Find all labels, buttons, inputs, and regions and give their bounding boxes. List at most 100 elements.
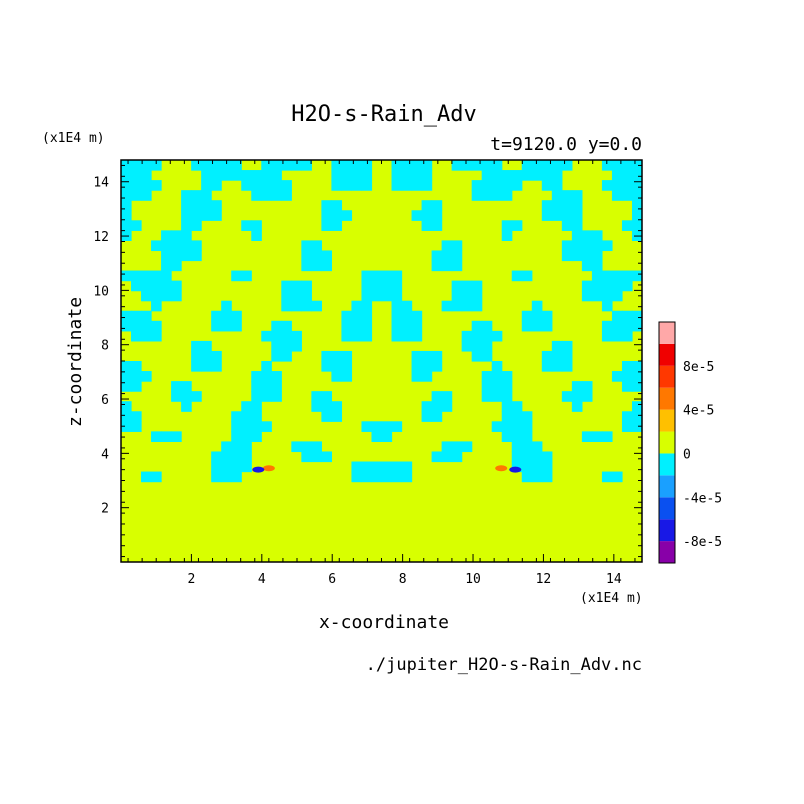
y-tick-label: 10 xyxy=(93,284,109,299)
field-cell xyxy=(331,350,343,362)
feature-mark xyxy=(252,466,265,473)
field-cell xyxy=(501,381,513,392)
field-cell xyxy=(331,371,343,382)
field-cell xyxy=(621,270,633,282)
field-cell xyxy=(601,180,613,191)
field-cell xyxy=(361,160,373,171)
feature-mark xyxy=(262,465,275,472)
field-cell xyxy=(581,391,593,402)
field-cell xyxy=(401,461,413,473)
field-cell xyxy=(631,411,642,422)
field-cell xyxy=(181,250,192,262)
field-cell xyxy=(631,361,642,372)
field-cell xyxy=(441,260,453,272)
field-cell xyxy=(601,300,613,312)
field-cell xyxy=(611,471,623,483)
field-cell xyxy=(541,210,553,221)
field-cell xyxy=(321,401,333,412)
field-cell xyxy=(401,170,413,181)
field-cell xyxy=(121,200,132,211)
field-cell xyxy=(541,170,553,181)
field-cell xyxy=(131,170,142,181)
field-cell xyxy=(121,160,132,171)
field-cell xyxy=(411,371,423,382)
field-cell xyxy=(141,180,152,191)
field-cell xyxy=(611,170,623,181)
field-cell xyxy=(241,170,252,181)
field-cell xyxy=(471,290,483,302)
field-cell xyxy=(501,220,513,231)
feature-mark xyxy=(495,465,508,472)
field-cell xyxy=(391,290,403,302)
field-cell xyxy=(511,411,523,422)
field-cell xyxy=(231,170,242,181)
field-cell xyxy=(141,371,152,382)
field-cell xyxy=(531,170,543,181)
field-cell xyxy=(311,250,322,262)
field-cell xyxy=(621,180,633,191)
field-cell xyxy=(201,170,212,181)
colorbar-swatch xyxy=(659,519,675,542)
field-cell xyxy=(241,180,252,191)
field-cell xyxy=(281,290,292,302)
field-cell xyxy=(251,180,262,191)
field-cell xyxy=(131,160,142,171)
field-cell xyxy=(241,270,252,282)
field-cell xyxy=(281,300,292,312)
field-cell xyxy=(561,210,573,221)
field-cell xyxy=(321,200,333,211)
field-cell xyxy=(251,401,262,412)
field-cell xyxy=(391,180,403,191)
field-cell xyxy=(601,471,613,483)
field-cell xyxy=(471,330,483,342)
colorbar-label: 8e-5 xyxy=(683,360,714,375)
field-cell xyxy=(451,280,463,292)
field-cell xyxy=(531,320,543,332)
field-cell xyxy=(181,401,192,412)
field-cell xyxy=(341,350,353,362)
field-cell xyxy=(261,391,272,402)
field-cell xyxy=(421,170,433,181)
field-cell xyxy=(211,170,222,181)
field-cell xyxy=(461,330,473,342)
field-cell xyxy=(621,361,633,372)
field-cell xyxy=(491,180,503,191)
field-cell xyxy=(431,250,443,262)
field-cell xyxy=(211,160,222,171)
field-cell xyxy=(211,350,222,362)
field-cell xyxy=(161,230,172,241)
field-cell xyxy=(151,270,162,282)
field-cell xyxy=(381,461,393,473)
field-cell xyxy=(291,340,302,352)
field-cell xyxy=(501,401,513,412)
field-cell xyxy=(631,190,642,201)
x-axis-ticks: 2 4 6 8 10 12 14 xyxy=(127,160,636,587)
field-cell xyxy=(571,240,583,252)
field-cell xyxy=(161,431,172,442)
field-cell xyxy=(181,391,192,402)
field-cell xyxy=(121,371,132,382)
field-cell xyxy=(181,210,192,221)
field-cell xyxy=(171,240,182,252)
field-cell xyxy=(541,451,553,463)
field-cell xyxy=(291,280,302,292)
x-axis-label: x-coordinate xyxy=(319,612,449,633)
field-cell xyxy=(351,170,363,181)
field-cell xyxy=(261,330,272,342)
field-cell xyxy=(261,170,272,181)
field-cell xyxy=(231,441,242,453)
field-cell xyxy=(521,270,533,282)
x-tick-label: 14 xyxy=(606,572,622,587)
field-cell xyxy=(451,290,463,302)
x-tick-label: 12 xyxy=(536,572,552,587)
field-cell xyxy=(501,190,513,201)
field-cell xyxy=(121,320,132,332)
field-cell xyxy=(331,210,343,221)
field-cell xyxy=(631,371,642,382)
y-tick-label: 8 xyxy=(101,339,109,354)
field-cell xyxy=(331,361,343,372)
field-cell xyxy=(391,320,403,332)
field-cell xyxy=(181,220,192,231)
field-cell xyxy=(521,160,533,171)
field-cell xyxy=(141,160,152,171)
